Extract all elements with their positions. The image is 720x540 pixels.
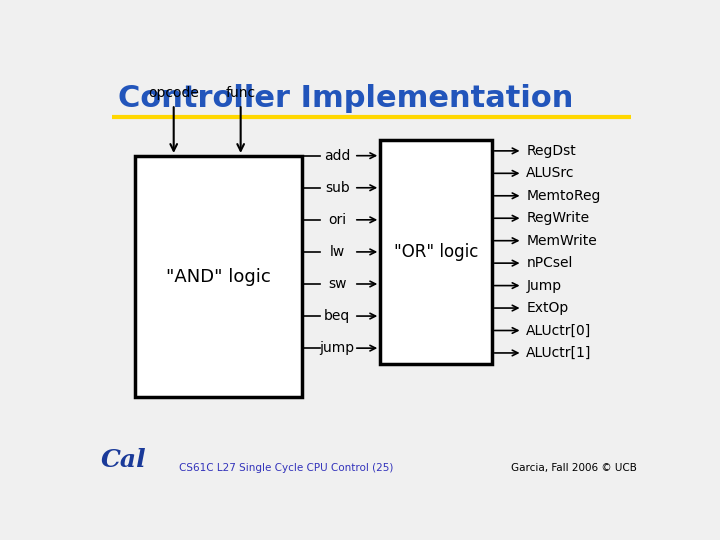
Text: RegDst: RegDst — [526, 144, 576, 158]
Text: opcode: opcode — [148, 86, 199, 100]
Bar — [380, 140, 492, 364]
Text: ALUctr[1]: ALUctr[1] — [526, 346, 592, 360]
Text: Jump: Jump — [526, 279, 562, 293]
Text: ori: ori — [328, 213, 346, 227]
Text: ALUSrc: ALUSrc — [526, 166, 575, 180]
Bar — [135, 156, 302, 397]
Text: lw: lw — [330, 245, 345, 259]
Text: Garcia, Fall 2006 © UCB: Garcia, Fall 2006 © UCB — [511, 463, 637, 473]
Text: sub: sub — [325, 181, 350, 195]
Text: func: func — [225, 86, 256, 100]
Text: "AND" logic: "AND" logic — [166, 268, 271, 286]
Text: MemWrite: MemWrite — [526, 234, 597, 248]
Text: add: add — [324, 148, 351, 163]
Text: jump: jump — [320, 341, 355, 355]
Text: nPCsel: nPCsel — [526, 256, 572, 270]
Text: RegWrite: RegWrite — [526, 211, 590, 225]
Text: sw: sw — [328, 277, 346, 291]
Text: ALUctr[0]: ALUctr[0] — [526, 323, 592, 338]
Text: Cal: Cal — [101, 448, 146, 472]
Text: "OR" logic: "OR" logic — [394, 243, 478, 261]
Text: CS61C L27 Single Cycle CPU Control (25): CS61C L27 Single Cycle CPU Control (25) — [179, 463, 394, 473]
Text: MemtoReg: MemtoReg — [526, 189, 600, 203]
Text: beq: beq — [324, 309, 351, 323]
Text: Controller Implementation: Controller Implementation — [118, 84, 573, 112]
Text: ExtOp: ExtOp — [526, 301, 569, 315]
